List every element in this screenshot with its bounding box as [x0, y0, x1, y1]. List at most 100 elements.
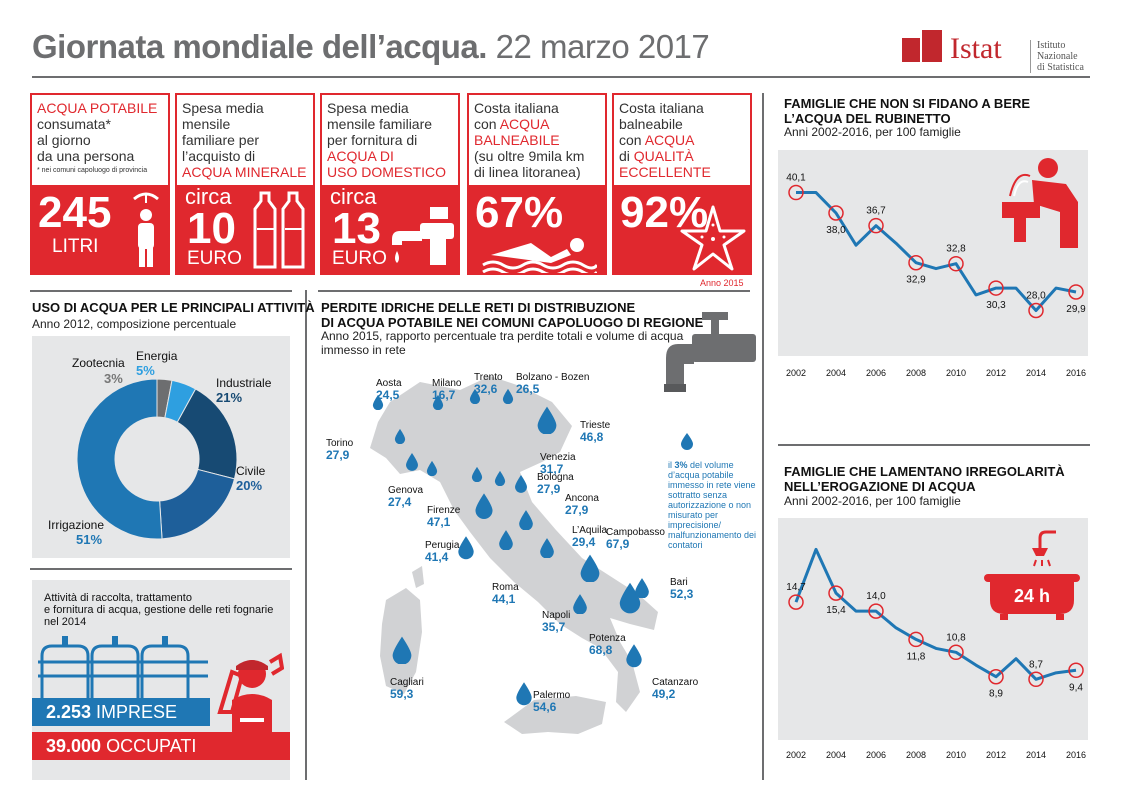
water-drop-icon	[471, 466, 483, 482]
trust-title: FAMIGLIE CHE NON SI FIDANO A BERE L’ACQU…	[784, 96, 1030, 126]
work-line: nel 2014	[44, 616, 87, 628]
map-city-value: 54,6	[533, 700, 557, 714]
data-point-marker	[828, 585, 844, 601]
tap-icon	[664, 312, 756, 392]
card-big-value: 245	[38, 188, 112, 237]
occupati-label: OCCUPATI	[101, 736, 197, 756]
card-word: con	[619, 132, 642, 148]
divider-top-left	[30, 290, 292, 292]
map-city-name: Aosta	[376, 378, 402, 389]
card-footnote: * nei comuni capoluogo di provincia	[37, 167, 148, 174]
pie-value-irrigazione: 51%	[76, 532, 103, 547]
card-line: ECCELLENTE	[619, 164, 711, 180]
card-value-box: 67%	[467, 185, 607, 275]
data-point-marker	[788, 184, 804, 201]
header-rule	[32, 76, 1090, 78]
map-city-value: 31,7	[540, 462, 564, 476]
irreg-line-chart: 14,7 15,4 14,0 11,8 10,8 8,9 8,7 9,4 2002 2004 200…	[786, 547, 1086, 760]
map-city-name: Cagliari	[390, 677, 424, 688]
series-line	[796, 191, 1077, 312]
card-mineral-water: Spesa media mensile familiare per l’acqu…	[175, 93, 315, 275]
card-line: da una persona	[37, 148, 135, 164]
map-city-value: 27,9	[565, 503, 589, 517]
card-value-box: 245 LITRI	[30, 185, 170, 275]
map-city-value: 59,3	[390, 687, 414, 701]
data-point-marker	[788, 594, 804, 610]
water-drop-icon	[406, 453, 418, 472]
losses-subtitle: Anno 2015, rapporto percentuale tra perd…	[321, 329, 683, 357]
divider-top-mid	[318, 290, 750, 292]
x-tick-label: 2006	[866, 368, 886, 378]
map-city-value: 24,5	[376, 388, 400, 402]
logo-square-small	[902, 38, 920, 62]
map-city-value: 29,4	[572, 535, 596, 549]
data-label: 32,8	[946, 244, 966, 255]
card-text: Costa italiana con ACQUA BALNEABILE (su …	[474, 100, 601, 180]
work-description: Attività di raccolta, trattamento e forn…	[44, 592, 273, 628]
side-note-pct: 3%	[674, 460, 688, 470]
x-tick-label: 2004	[826, 368, 846, 378]
card-unit: LITRI	[52, 236, 99, 257]
map-city-name: Bolzano - Bozen	[516, 372, 590, 383]
data-label: 29,9	[1066, 304, 1086, 315]
divider-mid-left	[30, 568, 292, 570]
imprese-value: 2.253	[46, 702, 92, 722]
istat-logo[interactable]: Istat Istituto Nazionale di Statistica	[902, 30, 1102, 73]
card-prefix: circa	[185, 184, 232, 209]
drinking-fountain-icon	[1002, 158, 1078, 248]
x-tick-label: 2008	[906, 368, 926, 378]
losses-title-line2: DI ACQUA POTABILE NEI COMUNI CAPOLUOGO D…	[321, 315, 704, 330]
card-line: consumata*	[37, 116, 111, 132]
map-city-value: 26,5	[516, 382, 540, 396]
map-city-value: 49,2	[652, 687, 676, 701]
water-drop-icon	[392, 636, 412, 665]
side-note-body: del volume d’acqua potabile immesso in r…	[668, 460, 757, 550]
map-city-name: Bologna	[537, 472, 574, 483]
x-tick-label: 2010	[946, 750, 966, 760]
card-year-note: Anno 2015	[700, 278, 744, 288]
data-point-marker	[868, 603, 884, 619]
map-city-name: Torino	[326, 438, 354, 449]
card-line: con ACQUA	[619, 132, 746, 148]
x-tick-label: 2016	[1066, 750, 1086, 760]
map-city-value: 27,9	[537, 482, 561, 496]
card-text: Spesa media mensile familiare per l’acqu…	[182, 100, 309, 180]
irreg-title-line1: FAMIGLIE CHE LAMENTANO IRREGOLARITÀ	[784, 464, 1065, 479]
x-tick-label: 2004	[826, 750, 846, 760]
pie-label-industriale: Industriale	[216, 376, 272, 390]
data-label: 14,0	[866, 591, 886, 602]
irreg-title: FAMIGLIE CHE LAMENTANO IRREGOLARITÀ NELL…	[784, 464, 1065, 494]
data-label: 15,4	[826, 605, 846, 616]
water-drop-icon	[626, 644, 642, 668]
card-text: ACQUA POTABILE consumata* al giorno da u…	[37, 100, 164, 175]
data-label: 10,8	[946, 632, 966, 643]
map-city-value: 68,8	[589, 643, 613, 657]
map-city-name: Potenza	[589, 633, 626, 644]
title-main: Giornata mondiale dell’acqua.	[32, 28, 487, 65]
data-point-marker	[988, 280, 1004, 296]
pie-label-civile: Civile	[236, 464, 266, 478]
water-drop-icon	[469, 388, 481, 404]
card-line: ACQUA POTABILE	[37, 100, 158, 116]
card-prefix: circa	[330, 184, 377, 209]
logo-subtitle: Istituto Nazionale di Statistica	[1030, 40, 1102, 73]
card-word: con	[474, 116, 497, 132]
losses-subtitle-line1: Anno 2015, rapporto percentuale tra perd…	[321, 329, 684, 343]
bathtub-icon: 24 h	[984, 530, 1080, 622]
map-city-value: 67,9	[606, 537, 630, 551]
x-tick-label: 2014	[1026, 368, 1046, 378]
map-city-name: Bari	[670, 577, 688, 588]
x-tick-label: 2012	[986, 368, 1006, 378]
card-line: BALNEABILE	[474, 132, 560, 148]
water-drop-icon	[494, 470, 506, 486]
trust-line-chart: 40,1 38,0 36,7 32,9 32,8 30,3 28,0 29,9 2002 2004…	[786, 173, 1086, 378]
x-tick-label: 2010	[946, 368, 966, 378]
page-title: Giornata mondiale dell’acqua. 22 marzo 2…	[32, 28, 710, 66]
work-line: e fornitura di acqua, gestione delle ret…	[44, 604, 274, 616]
water-drop-icon	[537, 406, 557, 435]
swimmer-icon	[482, 238, 597, 273]
data-point-marker	[868, 217, 884, 234]
data-point-marker	[948, 255, 964, 272]
uses-donut-chart	[76, 378, 238, 540]
data-label: 28,0	[1026, 291, 1046, 302]
